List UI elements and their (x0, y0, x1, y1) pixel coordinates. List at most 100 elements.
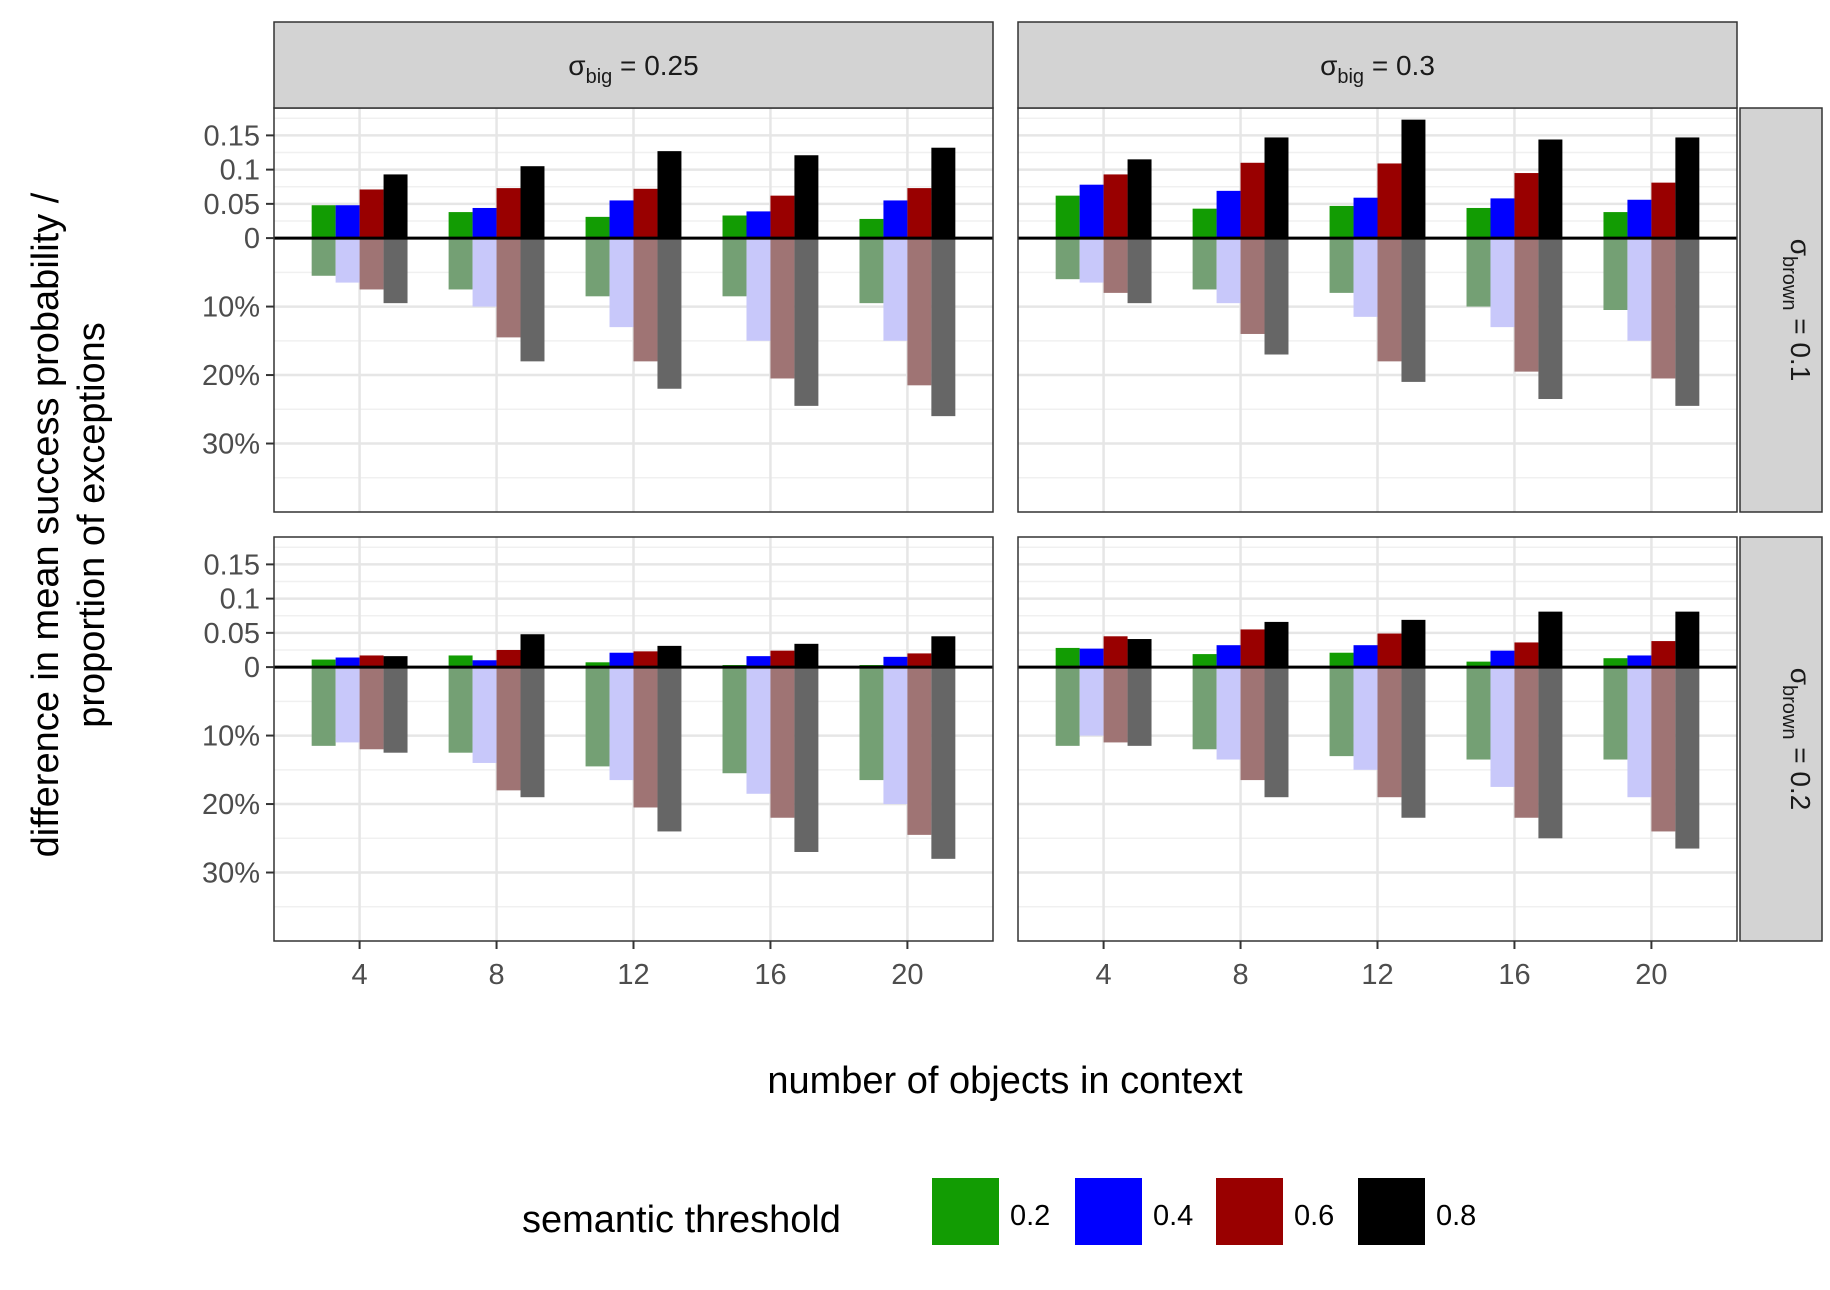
bar-success (1329, 205, 1354, 239)
bar-exceptions (1377, 667, 1402, 798)
y-tick-label: 10% (202, 721, 260, 753)
bar-exceptions (1127, 667, 1152, 746)
bar-success (383, 174, 408, 239)
bar-success (746, 656, 771, 668)
row-strip (1739, 536, 1823, 942)
bar-exceptions (1466, 667, 1491, 760)
bar-exceptions (1329, 238, 1354, 293)
bar-success (722, 215, 747, 239)
bar-success (657, 645, 682, 668)
bar-exceptions (633, 667, 658, 808)
chart-axes: 0.150.10.05010%20%30%0.150.10.05010%20%3… (25, 120, 1668, 1102)
bar-exceptions (448, 238, 473, 290)
bar-exceptions (1401, 667, 1426, 818)
bar-success (633, 651, 658, 668)
bar-success (335, 657, 360, 668)
x-tick-label: 8 (1232, 959, 1248, 991)
bar-success (1675, 611, 1700, 668)
bar-exceptions (1490, 238, 1515, 328)
bar-exceptions (1055, 238, 1080, 280)
legend-label: 0.2 (1010, 1200, 1050, 1232)
bar-success (1603, 212, 1628, 239)
bar-exceptions (311, 667, 336, 746)
bar-success (383, 656, 408, 668)
column-strip-label: σbig = 0.3 (1320, 50, 1435, 88)
bar-exceptions (1055, 667, 1080, 746)
bar-exceptions (1079, 238, 1104, 283)
x-tick-label: 16 (754, 959, 786, 991)
bar-exceptions (1538, 238, 1563, 400)
bar-exceptions (1466, 238, 1491, 307)
bar-success (1377, 163, 1402, 239)
bar-exceptions (907, 238, 932, 386)
bar-success (1192, 654, 1217, 668)
bar-success (1675, 137, 1700, 239)
y-tick-label: 0 (244, 223, 260, 255)
row-strip-label: σbrown = 0.1 (1778, 239, 1816, 382)
bar-exceptions (359, 667, 384, 750)
bar-exceptions (359, 238, 384, 290)
y-tick-label: 20% (202, 789, 260, 821)
bar-success (1103, 174, 1128, 239)
bar-exceptions (722, 667, 747, 774)
bar-success (311, 205, 336, 239)
panel-0-1 (1017, 107, 1738, 513)
bar-exceptions (1514, 667, 1539, 818)
y-tick-label: 0.1 (220, 155, 260, 187)
bar-exceptions (1329, 667, 1354, 757)
bar-success (931, 636, 956, 668)
legend-key (1358, 1178, 1425, 1245)
bar-success (472, 207, 497, 239)
bar-success (1538, 139, 1563, 239)
bar-success (1627, 199, 1652, 239)
bar-success (1651, 641, 1676, 668)
bar-exceptions (1264, 238, 1289, 355)
bar-success (1538, 611, 1563, 668)
bar-success (1490, 198, 1515, 239)
bar-exceptions (1079, 667, 1104, 736)
bar-success (770, 650, 795, 668)
bar-exceptions (472, 667, 497, 763)
bar-exceptions (335, 667, 360, 743)
bar-success (472, 660, 497, 668)
bar-exceptions (1240, 238, 1265, 334)
bar-success (1192, 208, 1217, 239)
bar-success (1603, 658, 1628, 668)
bar-success (1466, 661, 1491, 668)
bar-success (1127, 639, 1152, 668)
x-tick-label: 12 (1361, 959, 1393, 991)
bar-exceptions (1675, 238, 1700, 406)
bar-exceptions (1240, 667, 1265, 781)
bar-exceptions (770, 667, 795, 818)
bar-exceptions (931, 238, 956, 417)
bar-success (1216, 645, 1241, 668)
bar-exceptions (794, 238, 819, 406)
legend-label: 0.4 (1153, 1200, 1193, 1232)
bar-success (585, 216, 610, 239)
bar-exceptions (609, 667, 634, 781)
y-tick-label: 0.15 (204, 120, 260, 152)
bar-success (1240, 629, 1265, 668)
y-tick-label: 30% (202, 429, 260, 461)
bar-success (1466, 207, 1491, 239)
bar-exceptions (1192, 238, 1217, 290)
x-tick-label: 20 (891, 959, 923, 991)
bar-success (1264, 137, 1289, 239)
bar-exceptions (520, 667, 545, 798)
legend-label: 0.8 (1436, 1200, 1476, 1232)
bar-exceptions (746, 667, 771, 794)
bar-exceptions (1127, 238, 1152, 304)
bar-exceptions (1627, 667, 1652, 798)
chart-panels (273, 107, 1738, 942)
bar-success (311, 659, 336, 668)
bar-success (1055, 195, 1080, 239)
legend-label: 0.6 (1294, 1200, 1334, 1232)
bar-success (1240, 162, 1265, 239)
bar-success (1079, 184, 1104, 239)
bar-exceptions (496, 667, 521, 791)
row-strip (1739, 107, 1823, 513)
bar-exceptions (472, 238, 497, 307)
bar-success (1216, 190, 1241, 239)
bar-success (1627, 655, 1652, 668)
